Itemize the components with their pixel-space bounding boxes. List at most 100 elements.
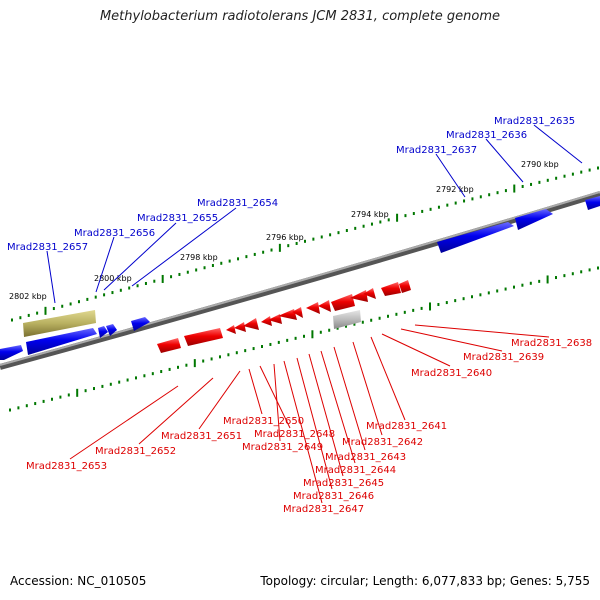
gene-arrow[interactable] [268,314,282,324]
minor-tick [521,184,524,188]
minor-tick [471,197,474,201]
scale-label: 2800 kbp [94,274,132,283]
gene-label-mrad2831-2653[interactable]: Mrad2831_2653 [26,461,107,472]
gene-arrow[interactable] [585,196,600,210]
scale-label: 2798 kbp [180,253,218,262]
minor-tick [412,212,415,216]
minor-tick [329,233,332,237]
lower-tick-track [9,266,599,412]
scale-label: 2802 kbp [9,292,47,301]
gene-arrow[interactable] [0,345,23,360]
minor-tick [563,274,566,278]
minor-tick [504,287,507,291]
minor-tick [128,286,131,290]
major-tick [429,302,431,311]
gene-box-grey[interactable] [333,310,361,329]
gene-arrow[interactable] [184,328,223,346]
minor-tick [153,279,156,283]
gene-arrow[interactable] [278,309,297,320]
gene-label-mrad2831-2642[interactable]: Mrad2831_2642 [342,437,423,448]
gene-arrow[interactable] [226,325,236,334]
minor-tick [462,297,465,301]
minor-tick [261,345,263,349]
upper-tick-track [11,166,599,322]
gene-arrow[interactable] [381,282,401,296]
gene-arrow[interactable] [106,324,117,336]
gene-label-mrad2831-2636[interactable]: Mrad2831_2636 [446,130,527,141]
minor-tick [42,399,45,403]
gene-label-mrad2831-2651[interactable]: Mrad2831_2651 [161,431,242,442]
gene-arrow[interactable] [350,290,368,302]
major-tick [396,213,399,222]
minor-tick [487,291,490,295]
minor-tick [109,382,112,386]
minor-tick [345,229,348,233]
gene-label-mrad2831-2637[interactable]: Mrad2831_2637 [396,145,477,156]
minor-tick [446,203,449,207]
minor-tick [211,264,214,268]
gene-arrow[interactable] [437,222,514,253]
minor-tick [437,303,440,307]
gene-arrow[interactable] [292,307,303,318]
gene-arrow[interactable] [234,322,246,332]
minor-tick [11,318,13,322]
gene-arrow[interactable] [157,338,181,353]
minor-tick [387,314,389,318]
gene-arrow[interactable] [131,317,150,331]
gene-label-mrad2831-2644[interactable]: Mrad2831_2644 [315,465,396,476]
gene-label-mrad2831-2650[interactable]: Mrad2831_2650 [223,416,304,427]
gene-arrow[interactable] [515,209,553,230]
gene-label-mrad2831-2640[interactable]: Mrad2831_2640 [411,368,492,379]
gene-arrow[interactable] [399,280,411,293]
gene-arrow[interactable] [318,300,331,312]
gene-label-mrad2831-2648[interactable]: Mrad2831_2648 [254,429,335,440]
minor-tick [303,334,305,338]
minor-tick [77,300,80,304]
minor-tick [295,241,298,245]
callout-line [248,368,263,415]
gene-label-mrad2831-2639[interactable]: Mrad2831_2639 [463,352,544,363]
gene-label-mrad2831-2656[interactable]: Mrad2831_2656 [74,228,155,239]
minor-tick [580,270,583,274]
gene-arrow[interactable] [363,288,376,299]
callout-line [69,385,179,460]
gene-label-mrad2831-2635[interactable]: Mrad2831_2635 [494,116,575,127]
gene-box-olive[interactable] [23,310,96,337]
gene-arrow[interactable] [306,302,320,314]
minor-tick [269,342,272,346]
callout-line [333,346,366,451]
gene-label-mrad2831-2657[interactable]: Mrad2831_2657 [7,242,88,253]
minor-tick [270,248,273,252]
callout-line [46,250,56,304]
gene-label-mrad2831-2649[interactable]: Mrad2831_2649 [242,442,323,453]
gene-label-mrad2831-2643[interactable]: Mrad2831_2643 [325,452,406,463]
minor-tick [463,199,466,203]
minor-tick [151,372,154,376]
scale-label: 2796 kbp [266,233,304,242]
gene-label-mrad2831-2655[interactable]: Mrad2831_2655 [137,213,218,224]
gene-label-mrad2831-2641[interactable]: Mrad2831_2641 [366,421,447,432]
major-tick [278,243,281,252]
gene-arrow[interactable] [26,328,97,355]
gene-label-mrad2831-2646[interactable]: Mrad2831_2646 [293,491,374,502]
gene-arrow[interactable] [261,316,272,326]
gene-arrow[interactable] [243,318,259,330]
minor-tick [84,389,87,393]
gene-label-mrad2831-2645[interactable]: Mrad2831_2645 [303,478,384,489]
minor-tick [488,193,491,197]
callout-line [435,153,466,198]
gene-arrow[interactable] [98,326,108,338]
gene-label-mrad2831-2638[interactable]: Mrad2831_2638 [511,338,592,349]
gene-label-mrad2831-2652[interactable]: Mrad2831_2652 [95,446,176,457]
minor-tick [312,237,315,241]
gene-arrow[interactable] [331,294,355,311]
major-tick [311,330,314,339]
gene-label-mrad2831-2654[interactable]: Mrad2831_2654 [197,198,278,209]
minor-tick [61,304,64,308]
minor-tick [34,402,37,406]
minor-tick [9,408,11,412]
gene-label-mrad2831-2647[interactable]: Mrad2831_2647 [283,504,364,515]
minor-tick [445,301,448,305]
